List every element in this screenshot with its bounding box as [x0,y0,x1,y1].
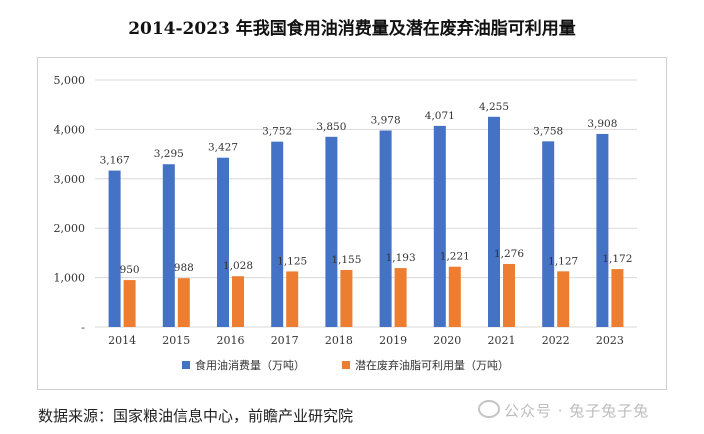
data-label: 950 [120,264,140,276]
x-tick-label: 2020 [433,334,461,347]
data-label: 988 [174,262,194,274]
bar-waste-oil [448,266,461,327]
data-label: 1,276 [494,248,524,260]
bar-waste-oil [286,271,299,327]
chat-bubble-icon [478,400,500,418]
data-label: 3,850 [316,121,346,133]
y-tick-label: 1,000 [54,272,86,285]
data-label: 1,193 [386,252,416,264]
x-tick-label: 2014 [108,334,136,347]
data-label: 3,758 [533,125,563,137]
x-tick-label: 2017 [271,334,299,347]
bar-waste-oil [557,271,570,327]
bar-waste-oil [611,269,624,327]
bar-consumption [325,136,338,327]
x-tick-label: 2022 [542,334,570,347]
x-tick-label: 2023 [596,334,624,347]
chart-frame [37,57,667,390]
data-label: 1,127 [548,255,578,267]
x-tick-label: 2015 [162,334,190,347]
legend-swatch [342,361,350,369]
bar-consumption [542,141,555,327]
data-label: 1,028 [223,260,253,272]
watermark: 公众号 · 兔子兔子兔 [478,400,649,421]
legend-label: 食用油消费量（万吨） [195,358,305,372]
bar-consumption [379,130,392,327]
bar-waste-oil [123,280,136,327]
data-label: 1,155 [331,254,361,266]
bar-consumption [217,157,229,327]
data-label: 3,752 [262,126,292,138]
bar-consumption [108,170,121,327]
bar-waste-oil [394,268,407,327]
data-label: 1,125 [277,255,307,267]
data-label: 4,071 [425,110,455,122]
data-source-note: 数据来源：国家粮油信息中心，前瞻产业研究院 [38,407,354,425]
y-tick-label: 3,000 [54,173,86,186]
bar-waste-oil [177,278,190,327]
bar-consumption [433,125,446,327]
y-tick-label: - [81,321,85,334]
bar-waste-oil [503,263,515,327]
chart-title: 2014-2023 年我国食用油消费量及潜在废弃油脂可利用量 [128,19,576,39]
bar-waste-oil [340,269,353,327]
bar-consumption [596,133,609,327]
bar-consumption [488,116,500,327]
data-label: 3,908 [587,118,617,130]
legend-swatch [182,361,190,369]
data-label: 4,255 [479,101,509,113]
data-label: 3,295 [154,148,184,160]
x-tick-label: 2021 [488,334,516,347]
watermark-text: 公众号 · 兔子兔子兔 [504,402,650,420]
x-tick-label: 2019 [379,334,407,347]
y-tick-label: 5,000 [54,74,86,87]
data-label: 3,978 [371,114,401,126]
data-label: 3,167 [100,155,130,167]
x-tick-label: 2018 [325,334,353,347]
data-label: 3,427 [208,142,238,154]
data-label: 1,221 [440,251,470,263]
legend-label: 潜在废弃油脂可利用量（万吨） [355,358,509,372]
y-tick-label: 4,000 [54,123,86,136]
bar-consumption [162,164,175,327]
x-tick-label: 2016 [217,334,245,347]
bar-waste-oil [232,276,244,327]
bar-consumption [271,141,284,327]
y-tick-label: 2,000 [54,222,86,235]
data-label: 1,172 [602,253,632,265]
